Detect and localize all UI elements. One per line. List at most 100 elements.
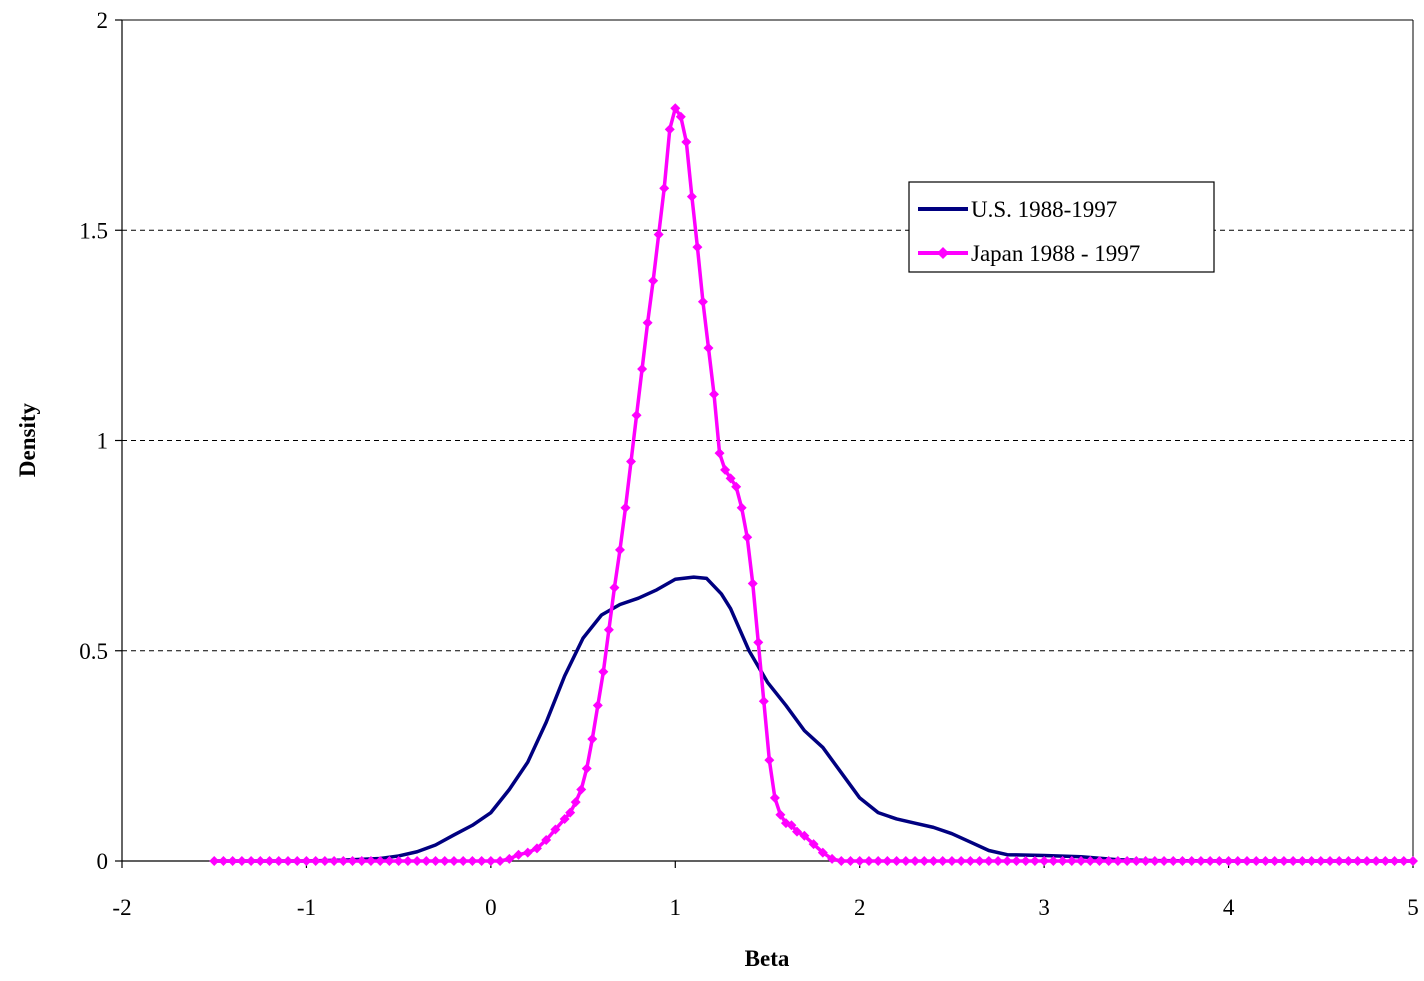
data-point xyxy=(273,856,284,866)
data-point xyxy=(393,856,404,866)
series-line xyxy=(214,106,1413,863)
legend-label-japan: Japan 1988 - 1997 xyxy=(971,241,1140,266)
data-point xyxy=(581,763,592,774)
data-point xyxy=(697,296,708,307)
data-point xyxy=(1011,856,1022,866)
data-point xyxy=(1408,856,1418,866)
data-point xyxy=(495,856,506,866)
data-point xyxy=(292,856,303,866)
data-point xyxy=(1361,856,1372,866)
data-point xyxy=(1103,856,1114,866)
data-point xyxy=(227,856,238,866)
data-point xyxy=(1195,856,1206,866)
data-point xyxy=(928,856,939,866)
data-point xyxy=(659,183,670,194)
data-point xyxy=(786,820,797,831)
y-axis-ticks: 0 0.5 1 1.5 2 xyxy=(79,8,122,874)
data-point xyxy=(854,856,865,866)
data-point xyxy=(467,856,478,866)
legend-box xyxy=(908,181,1215,273)
data-point xyxy=(681,136,692,147)
legend: U.S. 1988-1997 Japan 1988 - 1997 xyxy=(908,181,1215,273)
series-japan xyxy=(209,103,1418,866)
data-point xyxy=(587,734,598,745)
x-tick-label: 0 xyxy=(485,895,497,920)
data-point xyxy=(1315,856,1326,866)
data-point xyxy=(329,856,340,866)
data-point xyxy=(476,856,487,866)
data-point xyxy=(565,807,576,818)
data-point xyxy=(1029,856,1040,866)
data-point xyxy=(1076,856,1087,866)
data-point xyxy=(264,856,275,866)
data-point xyxy=(1131,856,1142,866)
data-point xyxy=(570,797,581,808)
data-point xyxy=(513,849,524,860)
y-tick-label: 2 xyxy=(97,8,109,33)
data-point xyxy=(736,502,747,513)
data-point xyxy=(758,696,769,707)
y-tick-label: 1 xyxy=(97,429,109,454)
x-axis-title: Beta xyxy=(745,946,790,971)
data-point xyxy=(946,856,957,866)
data-point xyxy=(375,856,386,866)
data-point xyxy=(1232,856,1243,866)
data-point xyxy=(402,856,413,866)
data-point xyxy=(714,448,725,459)
data-point xyxy=(603,624,614,635)
data-point xyxy=(642,317,653,328)
data-point xyxy=(522,847,533,858)
data-point xyxy=(792,826,803,837)
data-point xyxy=(384,856,395,866)
data-point xyxy=(974,856,985,866)
data-point xyxy=(725,473,736,484)
y-axis-title: Density xyxy=(15,402,40,477)
data-point xyxy=(873,856,884,866)
data-point xyxy=(1371,856,1382,866)
data-point xyxy=(430,856,441,866)
data-point xyxy=(1205,856,1216,866)
data-point xyxy=(1020,856,1031,866)
data-point xyxy=(1242,856,1253,866)
data-point xyxy=(817,847,828,858)
data-point xyxy=(1048,856,1059,866)
data-point xyxy=(458,856,469,866)
data-point xyxy=(1398,856,1409,866)
series-line xyxy=(214,575,1413,863)
data-point xyxy=(439,856,450,866)
data-point xyxy=(863,856,874,866)
data-point xyxy=(1269,856,1280,866)
data-point xyxy=(993,856,1004,866)
data-point xyxy=(614,544,625,555)
data-point xyxy=(485,856,496,866)
data-point xyxy=(1186,856,1197,866)
data-point xyxy=(753,637,764,648)
data-point xyxy=(1149,856,1160,866)
data-point xyxy=(891,856,902,866)
data-point xyxy=(637,364,648,375)
data-point xyxy=(1260,856,1271,866)
data-point xyxy=(1159,856,1170,866)
data-point xyxy=(956,856,967,866)
data-point xyxy=(576,784,587,795)
data-point xyxy=(1306,856,1317,866)
data-point xyxy=(882,856,893,866)
data-point xyxy=(541,834,552,845)
data-point xyxy=(1214,856,1225,866)
x-tick-label: 2 xyxy=(854,895,866,920)
data-point xyxy=(209,856,220,866)
data-point xyxy=(356,856,367,866)
data-point xyxy=(799,830,810,841)
data-point xyxy=(1122,856,1133,866)
data-point xyxy=(310,856,321,866)
x-tick-label: -2 xyxy=(112,895,131,920)
data-point xyxy=(731,481,742,492)
data-point xyxy=(1325,856,1336,866)
data-point xyxy=(592,700,603,711)
x-tick-label: 3 xyxy=(1038,895,1050,920)
data-point xyxy=(1223,856,1234,866)
data-point xyxy=(236,856,247,866)
data-point xyxy=(550,824,561,835)
data-point xyxy=(631,410,642,421)
